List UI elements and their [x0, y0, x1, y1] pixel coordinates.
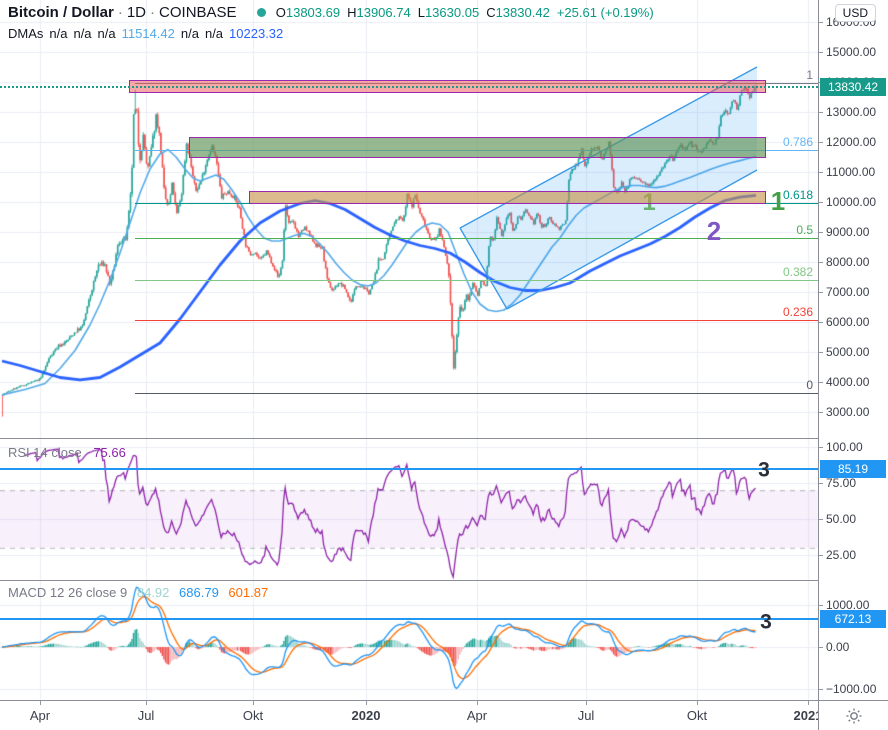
time-axis-label: 2020 [351, 708, 381, 723]
price-axis-label: 0.00 [826, 640, 850, 654]
axis-tick [819, 172, 823, 173]
axis-tick [819, 689, 823, 690]
axis-tick [819, 232, 823, 233]
axis-tick [819, 483, 823, 484]
low-value: 13630.05 [424, 5, 480, 20]
macd-line-value: 686.79 [179, 585, 219, 600]
axis-tick [819, 322, 823, 323]
axis-tick [819, 202, 823, 203]
time-axis-label: Jul [137, 708, 155, 723]
price-axis-label: 50.00 [826, 512, 857, 526]
price-axis-label: 11000.00 [826, 165, 876, 179]
connection-status-dot [256, 7, 266, 17]
price-axis-label: −1000.00 [826, 682, 877, 696]
open-value: 13803.69 [285, 5, 341, 20]
dma-indicator-row[interactable]: DMAs n/a n/a n/a 11514.42 n/a n/a 10223.32 [8, 26, 284, 41]
ohlc-values: O13803.69 H13906.74 L13630.05 C13830.42 +25.… [275, 5, 654, 20]
price-axis-label: 12000.00 [826, 135, 877, 149]
dma-fast-value: 11514.42 [121, 26, 175, 41]
price-axis-label: 25.00 [826, 548, 857, 562]
axis-tick [819, 382, 823, 383]
time-axis-tick [586, 701, 587, 705]
price-axis-label: 7000.00 [826, 285, 870, 299]
time-axis-label: 2021 [793, 708, 823, 723]
price-axis-label: 9000.00 [826, 225, 870, 239]
time-axis-label: Okt [686, 708, 708, 723]
axis-tick [819, 52, 823, 53]
symbol-title[interactable]: Bitcoin / Dollar · 1D · COINBASE [8, 4, 237, 21]
time-axis-tick [40, 701, 41, 705]
macd-hist-value: 84.92 [136, 585, 170, 600]
axis-tick [819, 555, 823, 556]
time-axis-label: Apr [466, 708, 488, 723]
axis-tick [819, 262, 823, 263]
axis-tick [819, 352, 823, 353]
symbol-header: Bitcoin / Dollar · 1D · COINBASE O13803.69 H1… [8, 4, 661, 22]
axis-corner [818, 700, 888, 730]
rsi-title[interactable]: RSI 14 close [8, 445, 82, 460]
macd-title[interactable]: MACD 12 26 close 9 [8, 585, 128, 600]
price-axis-label: 1000.00 [826, 598, 870, 612]
high-value: 13906.74 [356, 5, 411, 20]
rsi-value: 75.66 [93, 445, 126, 460]
macd-signal-value: 601.87 [228, 585, 269, 600]
time-axis-tick [697, 701, 698, 705]
pane-separator-rsi[interactable] [0, 438, 888, 439]
exchange-label[interactable]: COINBASE [159, 4, 237, 21]
axis-tick [819, 647, 823, 648]
time-axis-tick [366, 701, 367, 705]
price-axis-label: 15000.00 [826, 45, 877, 59]
pane-separator-macd[interactable] [0, 580, 888, 581]
close-value: 13830.42 [495, 5, 550, 20]
axis-tick [819, 292, 823, 293]
axis-tick [819, 412, 823, 413]
symbol-name[interactable]: Bitcoin / Dollar [8, 4, 114, 21]
time-axis-tick [477, 701, 478, 705]
price-axis-label: 13000.00 [826, 105, 877, 119]
time-axis-tick [808, 701, 809, 705]
price-axis-label: 100.00 [826, 440, 863, 454]
price-axis[interactable]: USD 13830.42 85.19 672.13 16000.00 15000.… [818, 0, 888, 700]
macd-level-badge: 672.13 [820, 610, 886, 628]
axis-tick [819, 447, 823, 448]
time-axis[interactable]: Apr Jul Okt 2020 Apr Jul Okt 2021 [0, 700, 888, 730]
price-axis-label: 3000.00 [826, 405, 870, 419]
price-axis-label: 4000.00 [826, 375, 870, 389]
rsi-indicator-header[interactable]: RSI 14 close 75.66 [8, 445, 126, 460]
dma-label: DMAs [8, 26, 44, 41]
price-axis-label: 5000.00 [826, 345, 870, 359]
macd-indicator-header[interactable]: MACD 12 26 close 9 84.92 686.79 601.87 [8, 585, 268, 600]
time-axis-label: Jul [577, 708, 595, 723]
interval-label[interactable]: 1D [126, 4, 147, 21]
rsi-level-badge: 85.19 [820, 460, 886, 478]
axis-tick [819, 605, 823, 606]
axis-tick [819, 112, 823, 113]
price-axis-label: 75.00 [826, 476, 857, 490]
price-axis-label: 10000.00 [826, 195, 877, 209]
time-axis-tick [146, 701, 147, 705]
price-axis-label: 8000.00 [826, 255, 870, 269]
currency-button[interactable]: USD [834, 4, 876, 22]
axis-tick [819, 142, 823, 143]
axis-tick [819, 22, 823, 23]
last-price-badge: 13830.42 [820, 78, 886, 96]
dma-slow-value: 10223.32 [229, 26, 284, 41]
axis-tick [819, 519, 823, 520]
time-axis-label: Apr [29, 708, 51, 723]
time-axis-tick [253, 701, 254, 705]
price-axis-label: 6000.00 [826, 315, 870, 329]
change-value: +25.61 (+0.19%) [556, 5, 654, 20]
time-axis-label: Okt [242, 708, 264, 723]
settings-icon[interactable] [845, 707, 863, 725]
